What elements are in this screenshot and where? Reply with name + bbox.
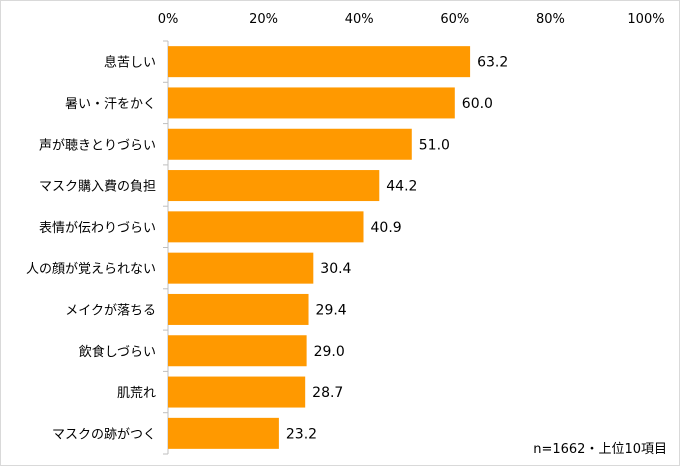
category-label: 声が聴きとりづらい [39,138,156,153]
category-label: 息苦しい [104,55,156,71]
value-labels: 63.2 60.0 51.0 44.2 40.9 30.4 29.4 29.0 28.7 23.2 [286,55,508,443]
bar [168,293,309,325]
x-tick-label: 100% [627,12,664,27]
category-label: 表情が伝わりづらい [39,221,156,236]
value-label: 60.0 [462,96,493,112]
x-tick-label: 20% [249,12,278,27]
value-label: 29.0 [314,344,345,360]
category-label: 暑い・汗をかく [65,97,156,112]
y-axis-line [163,40,169,455]
x-axis-ticks: 0% 20% 40% 60% 80% 100% [158,12,665,27]
value-label: 44.2 [386,179,417,195]
x-tick-label: 40% [345,12,374,27]
bar [168,335,307,367]
bar [168,376,306,408]
x-tick-label: 60% [440,12,469,27]
category-label: マスク購入費の負担 [39,180,156,195]
x-tick-label: 0% [158,12,179,27]
value-label: 63.2 [477,55,508,71]
category-label: 肌荒れ [117,386,156,401]
category-label: マスクの跡がつく [52,426,156,442]
sample-note: n=1662・上位10項目 [533,442,667,457]
bars [168,46,471,449]
bar [168,211,364,243]
value-label: 23.2 [286,426,317,442]
bar [168,128,412,160]
bar [168,46,471,78]
bar [168,170,380,202]
value-label: 51.0 [419,137,450,153]
bar [168,252,314,284]
category-label: メイクが落ちる [65,303,156,318]
value-label: 29.4 [316,302,347,318]
value-label: 40.9 [371,220,402,236]
value-label: 30.4 [320,261,351,277]
category-labels: 息苦しい暑い・汗をかく声が聴きとりづらいマスク購入費の負担表情が伝わりづらい人の… [26,55,156,443]
value-label: 28.7 [312,385,343,401]
category-label: 人の顔が覚えられない [26,262,156,277]
bar [168,87,455,119]
x-tick-label: 80% [536,12,565,27]
category-label: 飲食しづらい [79,344,156,360]
bar [168,417,279,449]
